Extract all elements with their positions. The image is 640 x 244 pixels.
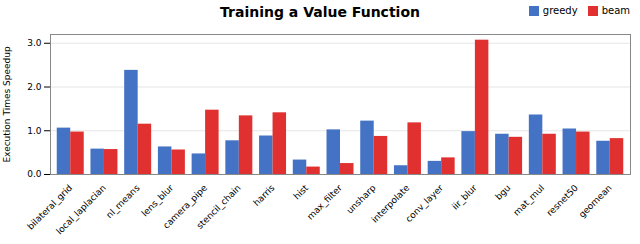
svg-text:2.0: 2.0 [27, 82, 42, 92]
svg-text:bgu: bgu [493, 183, 512, 202]
svg-text:1.0: 1.0 [27, 126, 42, 136]
svg-text:camera_pipe: camera_pipe [161, 182, 210, 231]
html-text:greedy: greedy [542, 5, 578, 16]
svg-text:3.0: 3.0 [27, 38, 42, 48]
svg-text:mat_mul: mat_mul [511, 183, 546, 218]
html-text:Training a Value Function: Training a Value Function [220, 4, 420, 20]
svg-text:lens_blur: lens_blur [140, 183, 176, 219]
html-text:beam: beam [601, 5, 630, 16]
svg-text:nl_means: nl_means [104, 182, 142, 220]
svg-text:local_laplacian: local_laplacian [54, 183, 108, 237]
svg-text:unsharp: unsharp [345, 183, 378, 216]
svg-text:harris: harris [251, 182, 276, 207]
svg-text:Execution Times Speedup: Execution Times Speedup [2, 46, 12, 163]
svg-text:max_filter: max_filter [305, 182, 344, 221]
svg-text:bilateral_grid: bilateral_grid [25, 182, 75, 232]
svg-text:geomean: geomean [577, 183, 614, 220]
svg-text:0.0: 0.0 [27, 169, 42, 179]
svg-text:hist: hist [292, 182, 311, 201]
svg-text:resnet50: resnet50 [545, 183, 581, 219]
svg-text:stencil_chain: stencil_chain [195, 183, 243, 231]
svg-text:iir_blur: iir_blur [450, 183, 479, 212]
svg-text:interpolate: interpolate [369, 182, 412, 225]
svg-text:conv_layer: conv_layer [404, 183, 446, 225]
